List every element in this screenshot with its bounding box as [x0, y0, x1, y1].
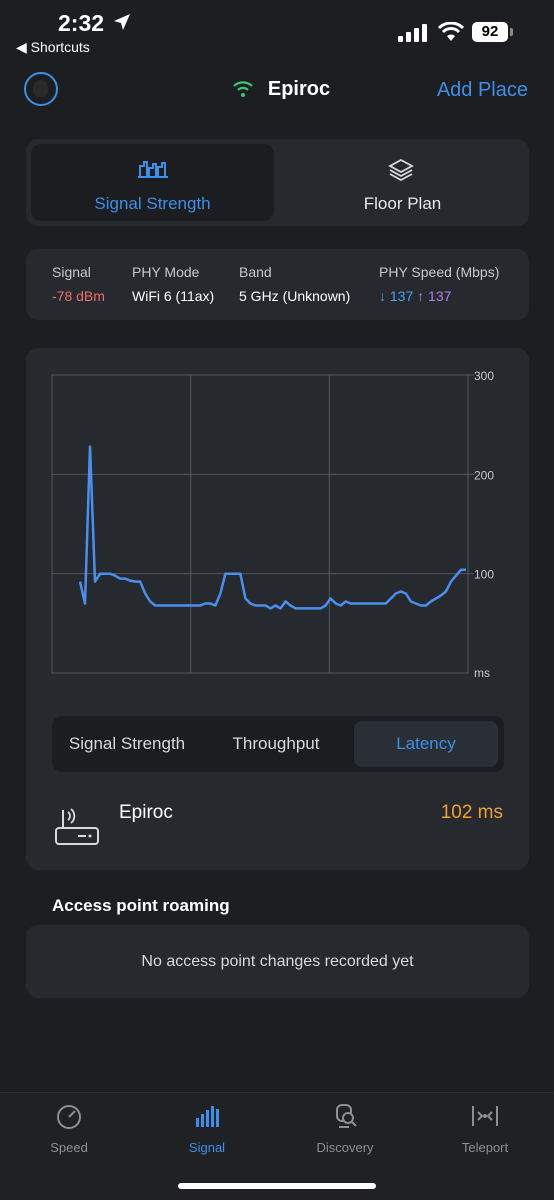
- teleport-icon: [472, 1106, 498, 1126]
- signal-value: -78 dBm: [52, 288, 105, 304]
- tab-floor-plan-label: Floor Plan: [363, 194, 442, 213]
- y-unit-label: ms: [474, 666, 490, 680]
- tab-metric-latency[interactable]: Latency: [354, 721, 498, 767]
- tab-signal-strength-label: Signal Strength: [94, 194, 211, 213]
- tab-metric-throughput[interactable]: Throughput: [232, 734, 320, 753]
- band-value: 5 GHz (Unknown): [239, 288, 351, 304]
- tab-teleport-label: Teleport: [461, 1140, 509, 1155]
- tab-speed-label: Speed: [50, 1140, 88, 1155]
- avatar: [33, 80, 48, 97]
- signal-bars-icon: [138, 161, 168, 178]
- latency-chart: 300 200 100 ms: [51, 369, 494, 680]
- chart-frame: [51, 374, 469, 674]
- tab-teleport[interactable]: Teleport: [416, 1103, 554, 1155]
- signal-info: Signal -78 dBm: [52, 264, 105, 304]
- router-icon: [55, 808, 99, 845]
- bottom-tab-bar: Speed Signal Discovery Teleport: [0, 1092, 554, 1200]
- phy-mode-value: WiFi 6 (11ax): [132, 288, 215, 304]
- metric-segmented-control: Signal Strength Throughput Latency: [52, 716, 504, 772]
- phy-mode-label: PHY Mode: [132, 264, 200, 280]
- signal-label: Signal: [52, 264, 91, 280]
- status-bar: 2:32 ◀ Shortcuts 92: [0, 0, 554, 60]
- y-tick-label: 100: [474, 568, 494, 582]
- wifi-status-icon: [438, 22, 464, 41]
- back-to-shortcuts-link[interactable]: ◀ Shortcuts: [16, 39, 90, 55]
- phy-speed-values: ↓ 137 ↑ 137: [379, 288, 499, 304]
- phy-speed-label: PHY Speed (Mbps): [379, 264, 500, 280]
- tab-speed[interactable]: Speed: [0, 1103, 138, 1155]
- phy-mode-info: PHY Mode WiFi 6 (11ax): [132, 264, 214, 304]
- latency-chart-card: 300 200 100 ms Signal Strength Throughput L…: [26, 348, 529, 870]
- battery-cap: [510, 28, 513, 36]
- tab-floor-plan[interactable]: Floor Plan: [281, 144, 524, 221]
- device-name: Epiroc: [119, 802, 173, 823]
- upload-speed: ↑ 137: [417, 288, 452, 304]
- latency-series-line: [78, 445, 466, 610]
- battery-indicator: 92: [472, 22, 508, 42]
- tab-discovery[interactable]: Discovery: [276, 1103, 414, 1155]
- cellular-signal-icon: [398, 24, 427, 42]
- roaming-empty-message: No access point changes recorded yet: [26, 925, 529, 998]
- phy-speed-info: PHY Speed (Mbps) ↓ 137 ↑ 137: [379, 264, 499, 304]
- tab-signal-label: Signal: [188, 1140, 226, 1155]
- y-tick-label: 200: [474, 468, 494, 482]
- band-label: Band: [239, 264, 272, 280]
- roaming-title: Access point roaming: [52, 896, 230, 915]
- home-indicator: [178, 1183, 376, 1189]
- profile-avatar-button[interactable]: [24, 72, 58, 106]
- signal-bars-icon: [196, 1106, 219, 1127]
- location-arrow-icon: [114, 14, 130, 30]
- connection-info-card: Signal -78 dBm PHY Mode WiFi 6 (11ax) Ba…: [26, 249, 529, 320]
- tab-signal[interactable]: Signal: [138, 1103, 276, 1155]
- layers-icon: [388, 158, 414, 182]
- latency-value: 102 ms: [440, 802, 503, 823]
- speedometer-icon: [57, 1105, 81, 1129]
- wifi-icon: [233, 81, 253, 97]
- status-time: 2:32: [58, 10, 105, 36]
- network-name: Epiroc: [267, 78, 331, 100]
- download-speed: ↓ 137: [379, 288, 414, 304]
- add-place-button[interactable]: Add Place: [436, 79, 528, 101]
- discovery-icon: [336, 1104, 357, 1128]
- tab-discovery-label: Discovery: [316, 1140, 374, 1155]
- view-segmented-control: Signal Strength Floor Plan: [26, 139, 529, 226]
- network-title: Epiroc: [0, 78, 554, 101]
- tab-signal-strength[interactable]: Signal Strength: [31, 144, 274, 221]
- tab-metric-signal-strength[interactable]: Signal Strength: [68, 734, 186, 753]
- chart-y-ticks: 300 200 100 ms: [474, 369, 494, 680]
- band-info: Band 5 GHz (Unknown): [239, 264, 350, 304]
- y-tick-label: 300: [474, 369, 494, 383]
- chart-grid: [51, 374, 474, 674]
